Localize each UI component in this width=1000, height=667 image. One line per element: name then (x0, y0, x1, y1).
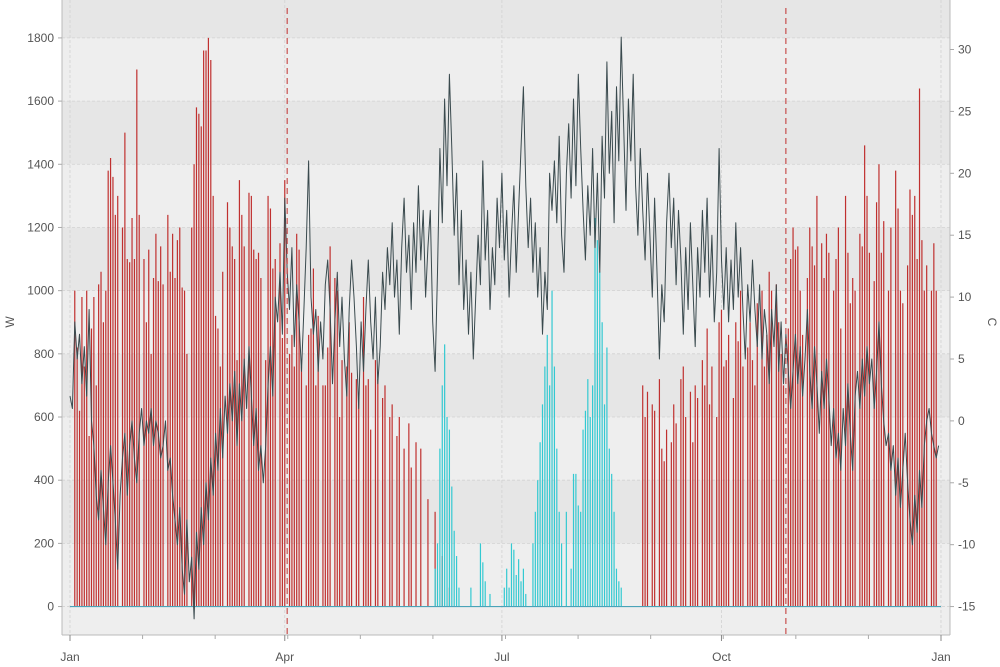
left-tick-label: 600 (34, 410, 54, 424)
x-tick-label: Apr (275, 650, 294, 664)
x-tick-label: Oct (712, 650, 731, 664)
left-tick-label: 1000 (27, 284, 54, 298)
left-tick-label: 1800 (27, 31, 54, 45)
left-tick-label: 800 (34, 347, 54, 361)
left-tick-label: 400 (34, 473, 54, 487)
right-tick-label: -5 (958, 476, 969, 490)
right-tick-label: 5 (958, 352, 965, 366)
right-tick-label: -10 (958, 538, 976, 552)
right-tick-label: -15 (958, 600, 976, 614)
background-band (62, 0, 950, 38)
left-tick-label: 0 (47, 600, 54, 614)
right-tick-label: 0 (958, 414, 965, 428)
x-tick-label: Jan (931, 650, 950, 664)
right-axis-title: C (985, 318, 999, 327)
heating-bars (74, 37, 937, 607)
left-axis-title: W (3, 316, 17, 328)
x-tick-label: Jul (494, 650, 509, 664)
right-tick-label: 10 (958, 290, 972, 304)
right-tick-label: 30 (958, 43, 972, 57)
left-axis-ticks: 0 200 400 600 800 1000 1200 1400 1600 1800 (27, 31, 62, 614)
left-tick-label: 1600 (27, 94, 54, 108)
reference-lines (286, 8, 787, 635)
x-tick-label: Jan (60, 650, 79, 664)
background-band (62, 227, 950, 291)
temperature-series-line (69, 36, 940, 620)
left-tick-label: 1400 (27, 157, 54, 171)
cooling-bars (434, 217, 622, 607)
x-axis-ticks: Jan Apr Jul Oct Jan (60, 635, 951, 664)
left-tick-label: 200 (34, 536, 54, 550)
temperature-line (69, 36, 940, 620)
background-band (62, 101, 950, 165)
right-tick-label: 25 (958, 104, 972, 118)
right-axis-ticks: -15 -10 -5 0 5 10 15 20 25 30 (950, 43, 976, 614)
right-tick-label: 20 (958, 166, 972, 180)
left-tick-label: 1200 (27, 220, 54, 234)
right-tick-label: 15 (958, 228, 972, 242)
